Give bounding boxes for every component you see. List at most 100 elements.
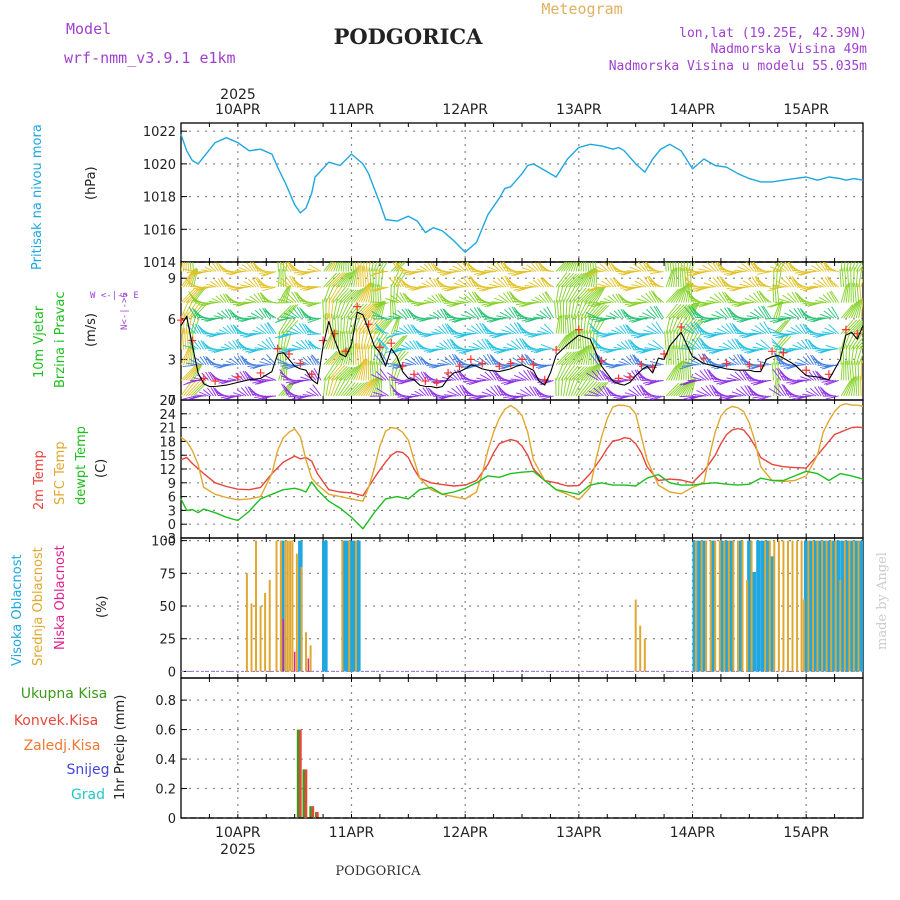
wind-arrow (229, 358, 239, 366)
wind-gust-marker (518, 355, 526, 364)
wind-arrow (560, 315, 563, 334)
wind-arrow (780, 364, 794, 367)
wind-arrow (428, 364, 439, 368)
wind-arrow (330, 365, 346, 381)
wind-arrow (624, 392, 637, 397)
wind-arrow (598, 386, 607, 397)
wind-arrow (538, 348, 552, 350)
wind-arrow (778, 319, 791, 335)
wind-arrow (194, 323, 202, 334)
wind-arrow (196, 286, 207, 291)
wind-arrow (378, 377, 381, 396)
wind-arrow (375, 262, 381, 272)
wind-arrow (760, 339, 772, 350)
wind-arrow (643, 329, 657, 335)
wind-arrow (390, 316, 399, 334)
wind-arrow (464, 310, 477, 319)
wind-arrow (804, 270, 817, 273)
wind-arrow (189, 262, 192, 272)
wind-arrow (624, 270, 637, 275)
wind-arrow (217, 312, 227, 319)
wind-arrow (307, 333, 322, 336)
wind-arrow (558, 272, 571, 288)
wind-arrow (311, 370, 319, 381)
wind-arrow (497, 277, 507, 288)
wind-arrow (190, 381, 206, 397)
wind-arrow (515, 338, 524, 350)
wind-arrow (585, 287, 600, 303)
wind-arrow (640, 294, 652, 303)
wind-arrow (373, 270, 387, 275)
cloud-bar-high (803, 540, 809, 672)
wind-arrow (665, 269, 673, 288)
wind-arrow (446, 302, 459, 307)
wind-arrow (225, 360, 237, 366)
cloud-bar-high (751, 572, 757, 672)
wind-arrow (345, 289, 359, 303)
wind-arrow (508, 379, 522, 383)
bottom-day-label: 13APR (556, 825, 602, 841)
cloud-bar-mid (796, 540, 799, 672)
wind-arrow (289, 275, 297, 288)
y-tick-label: 50 (159, 600, 176, 615)
wind-arrow (410, 357, 419, 366)
wind-arrow (322, 299, 325, 319)
wind-arrow (681, 267, 685, 288)
wind-arrow (365, 359, 368, 381)
wind-gust-marker (330, 329, 339, 338)
y-tick-label: 6 (168, 491, 176, 506)
wind-arrow (674, 345, 677, 365)
wind-arrow (348, 269, 356, 288)
wind-arrow (300, 339, 309, 350)
footer-station: PODGORICA (335, 864, 421, 879)
wind-gust-marker (444, 368, 453, 377)
wind-arrow (739, 353, 747, 366)
wind-arrow (780, 277, 792, 288)
wind-arrow (388, 315, 402, 319)
wind-arrow (212, 262, 219, 272)
wind-arrow (821, 331, 834, 335)
wind-arrow (824, 327, 837, 335)
wind-arrow (750, 262, 757, 272)
wind-arrow (533, 364, 544, 367)
cloud-bar-mid (639, 625, 642, 672)
wind-arrow (633, 348, 647, 351)
wind-arrow (521, 286, 534, 289)
wind-arrow (398, 327, 409, 335)
wind-arrow (802, 302, 814, 305)
wind-arrow (458, 296, 472, 304)
wind-arrow (827, 278, 839, 288)
wind-arrow (493, 348, 507, 354)
wind-arrow (587, 262, 590, 272)
wind-arrow (466, 275, 475, 288)
wind-arrow (782, 294, 794, 304)
wind-arrow (645, 265, 659, 272)
wind-arrow (545, 291, 555, 303)
wind-arrow (789, 275, 797, 288)
wind-arrow (333, 272, 348, 288)
wind-arrow (323, 351, 338, 366)
wind-arrow (491, 348, 504, 351)
wind-arrow (366, 266, 370, 288)
wind-arrow (668, 382, 683, 397)
wind-arrow (509, 323, 519, 335)
wind-arrow (291, 344, 304, 350)
wind-arrow (358, 314, 371, 334)
cloud-bar-mid (694, 540, 697, 672)
wind-arrow (460, 333, 474, 337)
wind-arrow (328, 262, 335, 272)
wind-arrow (596, 369, 605, 381)
cloud-bar-mid (723, 540, 726, 672)
wind-arrow (225, 285, 237, 288)
wind-arrow (772, 344, 787, 350)
wind-arrow (673, 316, 683, 334)
wind-arrow (633, 263, 644, 272)
wind-arrow (590, 268, 596, 288)
wind-arrow (521, 267, 534, 272)
wind-arrow (809, 285, 822, 288)
wind-arrow (232, 315, 244, 319)
wind-arrow (493, 363, 507, 366)
wind-arrow (435, 278, 442, 288)
cloud-bar-mid (812, 540, 814, 672)
wind-arrow (844, 267, 847, 288)
